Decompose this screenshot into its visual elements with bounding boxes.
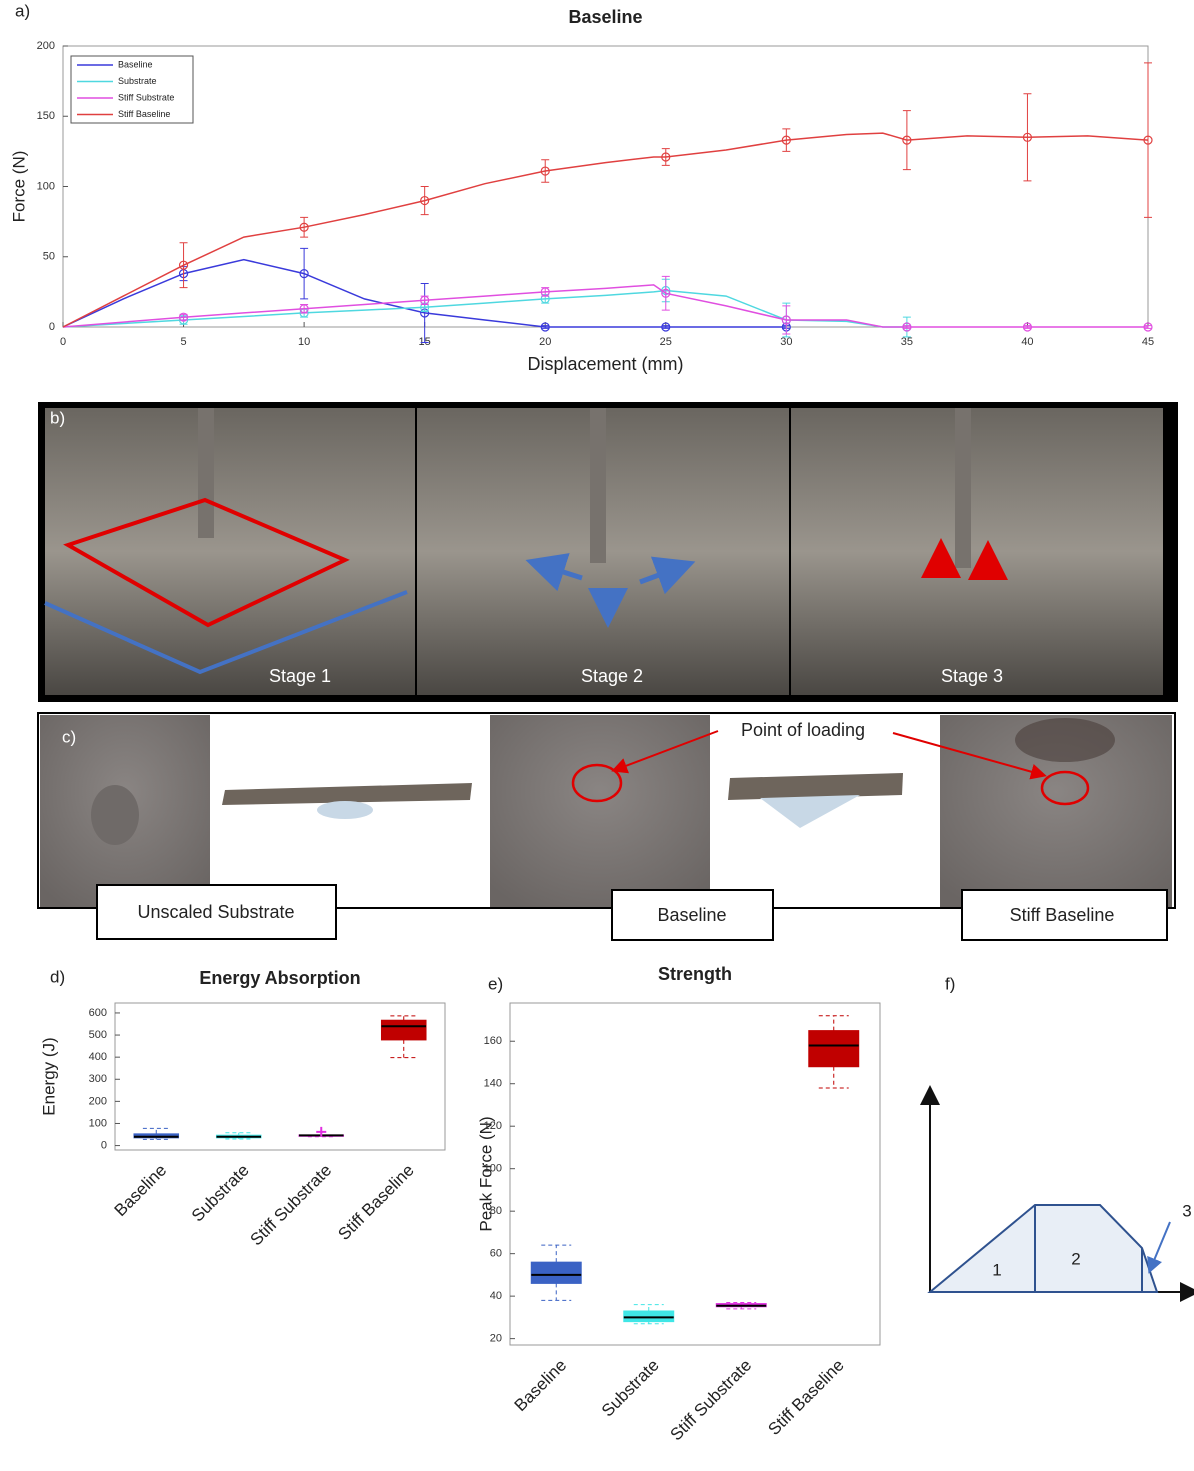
indenter-rod (955, 408, 971, 568)
y-tick-label: 300 (89, 1073, 107, 1085)
panel-label: a) (15, 1, 30, 20)
region-label: 3 (1182, 1201, 1191, 1220)
x-tick-label: 0 (60, 336, 66, 348)
y-tick-label: 200 (89, 1095, 107, 1107)
y-tick-label: 400 (89, 1051, 107, 1063)
x-tick-label: Stiff Baseline (334, 1161, 417, 1244)
photo (490, 715, 710, 907)
y-tick-label: 80 (490, 1205, 502, 1217)
curve-area (930, 1205, 1157, 1292)
photo (45, 408, 415, 695)
x-tick-label: 30 (780, 336, 792, 348)
y-tick-label: 100 (484, 1163, 502, 1175)
photo (791, 408, 1163, 695)
caption: Unscaled Substrate (137, 902, 294, 922)
plot-area (63, 46, 1148, 327)
indenter-rod (590, 408, 606, 563)
panel-label: b) (50, 408, 65, 427)
bump (91, 785, 139, 845)
y-tick-label: 100 (37, 180, 55, 192)
y-axis-label: Energy (J) (39, 1037, 58, 1115)
chart-title: Baseline (568, 7, 642, 27)
box (809, 1031, 859, 1067)
box (381, 1020, 426, 1040)
chart-title: Strength (658, 964, 732, 984)
y-tick-label: 20 (490, 1333, 502, 1345)
y-tick-label: 500 (89, 1029, 107, 1041)
stage-label: Stage 2 (581, 666, 643, 686)
box (531, 1262, 581, 1283)
chart-title: Energy Absorption (199, 968, 360, 988)
x-tick-label: Substrate (598, 1356, 663, 1421)
y-axis-label: Force (N) (9, 151, 28, 223)
annotation: Point of loading (741, 720, 865, 740)
x-tick-label: Baseline (111, 1161, 171, 1221)
y-tick-label: 150 (37, 110, 55, 122)
indenter-rod (198, 408, 214, 538)
chart: Energy Absorption d) Energy (J) 0 100 200 300 4… (39, 967, 445, 1249)
panel-b: b) Stage 1 Stage 2 Stage 3 (38, 402, 1178, 702)
panel-f: f) 1 2 3 (930, 974, 1192, 1292)
x-tick-label: 5 (180, 336, 186, 348)
side-view-bulge (317, 801, 373, 819)
y-tick-label: 40 (490, 1290, 502, 1302)
box (624, 1311, 674, 1322)
caption: Stiff Baseline (1010, 905, 1115, 925)
legend-label: Stiff Substrate (118, 92, 174, 102)
y-tick-label: 160 (484, 1035, 502, 1047)
y-tick-label: 0 (101, 1139, 107, 1151)
panel-c: c) Point of loading Unscaled Substrate B… (38, 713, 1175, 940)
x-tick-label: Stiff Baseline (764, 1356, 847, 1439)
y-tick-label: 50 (43, 251, 55, 263)
legend-label: Substrate (118, 76, 157, 86)
figure: b) Stage 1 Stage 2 Stage 3 c) Point of l… (0, 0, 1194, 1471)
region-label: 2 (1071, 1249, 1080, 1268)
arrow (1150, 1222, 1170, 1270)
legend-label: Stiff Baseline (118, 109, 170, 119)
x-tick-label: Stiff Substrate (667, 1356, 756, 1445)
x-tick-label: 35 (901, 336, 913, 348)
panel-label: f) (945, 974, 955, 993)
figure-canvas: b) Stage 1 Stage 2 Stage 3 c) Point of l… (0, 0, 1194, 1471)
x-tick-label: Stiff Substrate (247, 1161, 336, 1250)
dark-spot (1015, 718, 1115, 762)
x-tick-label: 25 (660, 336, 672, 348)
y-tick-label: 140 (484, 1078, 502, 1090)
x-tick-label: 10 (298, 336, 310, 348)
x-tick-label: 45 (1142, 336, 1154, 348)
y-tick-label: 60 (490, 1248, 502, 1260)
stage-label: Stage 3 (941, 666, 1003, 686)
x-tick-label: Baseline (511, 1356, 571, 1416)
legend-label: Baseline (118, 59, 153, 69)
x-tick-label: 20 (539, 336, 551, 348)
panel-label: e) (488, 974, 503, 993)
stage-label: Stage 1 (269, 666, 331, 686)
y-tick-label: 600 (89, 1007, 107, 1019)
y-tick-label: 100 (89, 1117, 107, 1129)
y-tick-label: 120 (484, 1120, 502, 1132)
y-tick-label: 0 (49, 321, 55, 333)
x-axis-label: Displacement (mm) (527, 354, 683, 374)
chart: Strengthe)Peak Force (N)2040608010012014… (476, 964, 880, 1445)
caption: Baseline (657, 905, 726, 925)
x-tick-label: Substrate (188, 1161, 253, 1226)
panel-label: c) (62, 727, 76, 746)
region-label: 1 (992, 1260, 1001, 1279)
y-tick-label: 200 (37, 40, 55, 52)
panel-label: d) (50, 967, 65, 986)
x-tick-label: 40 (1021, 336, 1033, 348)
